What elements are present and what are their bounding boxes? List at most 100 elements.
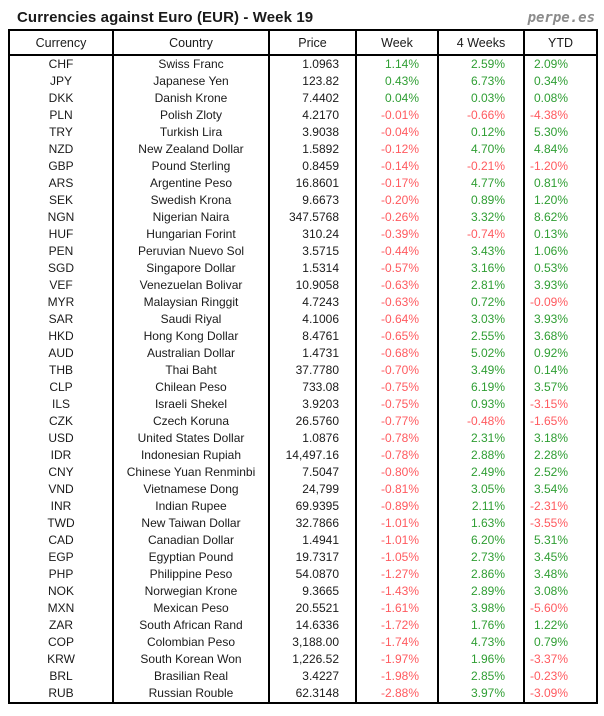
currency-code-cell: RUB (8, 685, 114, 703)
table-row: JPY Japanese Yen 123.82 0.43% 6.73% 0.34% (8, 73, 598, 90)
country-name-cell: South African Rand (112, 617, 270, 634)
ytd-change-cell: -4.38% (523, 107, 598, 124)
price-cell: 69.9395 (268, 498, 357, 515)
country-name-cell: Mexican Peso (112, 600, 270, 617)
currency-code-cell: ILS (8, 396, 114, 413)
four-weeks-change-cell: 2.59% (437, 55, 525, 73)
ytd-change-cell: 5.30% (523, 124, 598, 141)
four-weeks-change-cell: 4.77% (437, 175, 525, 192)
ytd-change-cell: 5.31% (523, 532, 598, 549)
country-name-cell: New Zealand Dollar (112, 141, 270, 158)
four-weeks-change-cell: 0.89% (437, 192, 525, 209)
four-weeks-change-cell: 0.93% (437, 396, 525, 413)
ytd-change-cell: 0.81% (523, 175, 598, 192)
titlebar: Currencies against Euro (EUR) - Week 19 … (0, 0, 604, 29)
week-change-cell: -0.20% (355, 192, 439, 209)
four-weeks-change-cell: 1.76% (437, 617, 525, 634)
currency-code-cell: MYR (8, 294, 114, 311)
country-name-cell: Venezuelan Bolivar (112, 277, 270, 294)
four-weeks-change-cell: 2.31% (437, 430, 525, 447)
country-name-cell: South Korean Won (112, 651, 270, 668)
week-change-cell: -0.89% (355, 498, 439, 515)
country-name-cell: Australian Dollar (112, 345, 270, 362)
currency-code-cell: AUD (8, 345, 114, 362)
price-cell: 123.82 (268, 73, 357, 90)
table-row: DKK Danish Krone 7.4402 0.04% 0.03% 0.08% (8, 90, 598, 107)
country-name-cell: Colombian Peso (112, 634, 270, 651)
week-change-cell: -0.68% (355, 345, 439, 362)
week-change-cell: -1.98% (355, 668, 439, 685)
ytd-change-cell: 0.53% (523, 260, 598, 277)
ytd-change-cell: 3.68% (523, 328, 598, 345)
four-weeks-change-cell: 6.20% (437, 532, 525, 549)
table-row: PLN Polish Zloty 4.2170 -0.01% -0.66% -4.38% (8, 107, 598, 124)
currency-code-cell: SGD (8, 260, 114, 277)
week-change-cell: -0.65% (355, 328, 439, 345)
week-change-cell: -1.61% (355, 600, 439, 617)
currency-table: Currency Country Price Week 4 Weeks YTD … (8, 29, 598, 704)
week-change-cell: -0.39% (355, 226, 439, 243)
country-name-cell: Canadian Dollar (112, 532, 270, 549)
currency-code-cell: NGN (8, 209, 114, 226)
table-row: SGD Singapore Dollar 1.5314 -0.57% 3.16% 0.53… (8, 260, 598, 277)
currency-code-cell: CAD (8, 532, 114, 549)
currency-code-cell: THB (8, 362, 114, 379)
price-cell: 9.6673 (268, 192, 357, 209)
currency-code-cell: HKD (8, 328, 114, 345)
currency-code-cell: ZAR (8, 617, 114, 634)
four-weeks-change-cell: 2.81% (437, 277, 525, 294)
four-weeks-change-cell: 6.19% (437, 379, 525, 396)
currency-code-cell: IDR (8, 447, 114, 464)
week-change-cell: -0.17% (355, 175, 439, 192)
week-change-cell: -1.74% (355, 634, 439, 651)
country-name-cell: Peruvian Nuevo Sol (112, 243, 270, 260)
week-change-cell: -0.75% (355, 379, 439, 396)
country-name-cell: Malaysian Ringgit (112, 294, 270, 311)
week-change-cell: -2.88% (355, 685, 439, 703)
ytd-change-cell: 3.93% (523, 311, 598, 328)
table-row: CAD Canadian Dollar 1.4941 -1.01% 6.20% 5.31% (8, 532, 598, 549)
country-name-cell: Swedish Krona (112, 192, 270, 209)
price-cell: 4.1006 (268, 311, 357, 328)
currency-code-cell: PLN (8, 107, 114, 124)
price-cell: 10.9058 (268, 277, 357, 294)
price-cell: 1,226.52 (268, 651, 357, 668)
currency-code-cell: TRY (8, 124, 114, 141)
currency-code-cell: CZK (8, 413, 114, 430)
currency-code-cell: INR (8, 498, 114, 515)
col-header-price: Price (268, 30, 357, 56)
country-name-cell: Swiss Franc (112, 55, 270, 73)
week-change-cell: -1.27% (355, 566, 439, 583)
table-row: HUF Hungarian Forint 310.24 -0.39% -0.74% 0.1… (8, 226, 598, 243)
ytd-change-cell: 2.09% (523, 55, 598, 73)
week-change-cell: -0.14% (355, 158, 439, 175)
price-cell: 7.5047 (268, 464, 357, 481)
currency-code-cell: COP (8, 634, 114, 651)
country-name-cell: Saudi Riyal (112, 311, 270, 328)
four-weeks-change-cell: 0.72% (437, 294, 525, 311)
country-name-cell: Hong Kong Dollar (112, 328, 270, 345)
country-name-cell: Thai Baht (112, 362, 270, 379)
ytd-change-cell: -0.23% (523, 668, 598, 685)
ytd-change-cell: -3.15% (523, 396, 598, 413)
four-weeks-change-cell: 3.49% (437, 362, 525, 379)
table-row: MYR Malaysian Ringgit 4.7243 -0.63% 0.72% -0.… (8, 294, 598, 311)
ytd-change-cell: 3.48% (523, 566, 598, 583)
week-change-cell: -0.63% (355, 277, 439, 294)
currency-code-cell: CLP (8, 379, 114, 396)
week-change-cell: -0.78% (355, 430, 439, 447)
currency-code-cell: JPY (8, 73, 114, 90)
table-row: PHP Philippine Peso 54.0870 -1.27% 2.86% 3.48… (8, 566, 598, 583)
ytd-change-cell: -1.20% (523, 158, 598, 175)
price-cell: 20.5521 (268, 600, 357, 617)
week-change-cell: -1.97% (355, 651, 439, 668)
price-cell: 3.5715 (268, 243, 357, 260)
price-cell: 1.5314 (268, 260, 357, 277)
ytd-change-cell: -2.31% (523, 498, 598, 515)
table-row: TRY Turkish Lira 3.9038 -0.04% 0.12% 5.30% (8, 124, 598, 141)
currency-code-cell: MXN (8, 600, 114, 617)
price-cell: 24,799 (268, 481, 357, 498)
four-weeks-change-cell: 2.85% (437, 668, 525, 685)
table-header-row: Currency Country Price Week 4 Weeks YTD (8, 30, 598, 56)
week-change-cell: -0.75% (355, 396, 439, 413)
